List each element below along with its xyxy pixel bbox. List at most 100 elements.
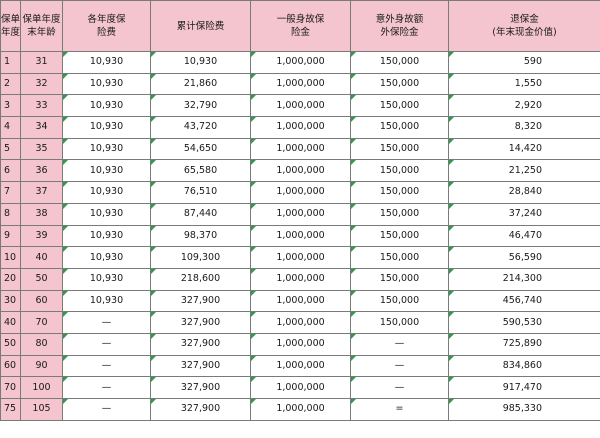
death-benefit-cell: 1,000,000 [250, 311, 351, 334]
cumulative-premium-cell: 43,720 [150, 116, 251, 139]
accidental-death-benefit-cell: 150,000 [350, 159, 449, 183]
annual-premium-cell: — [62, 311, 151, 334]
policy-year-cell: 6 [0, 159, 21, 183]
annual-premium-cell: 10,930 [62, 267, 151, 291]
table-row: 60 90—327,900 1,000,000—834,860 [0, 354, 600, 378]
accidental-death-benefit-cell: 150,000 [350, 137, 449, 161]
surrender-value-cell: 37,240 [448, 202, 600, 226]
accidental-death-benefit-cell: — [350, 376, 449, 399]
death-benefit-cell: 1,000,000 [250, 159, 351, 183]
accidental-death-benefit-cell: 150,000 [350, 72, 449, 96]
annual-premium-cell: 10,930 [62, 94, 151, 118]
death-benefit-cell: 1,000,000 [250, 289, 351, 313]
policy-year-cell: 70 [0, 376, 21, 399]
table-row: 40 70—327,900 1,000,000 150,000 590,530 [0, 311, 600, 334]
end-age-cell: 39 [20, 224, 63, 248]
accidental-death-benefit-cell: 150,000 [350, 116, 449, 139]
table-row: 75 105—327,900 1,000,000 = 985,330 [0, 398, 600, 421]
annual-premium-cell: 10,930 [62, 159, 151, 183]
table-row: 30 60 10,930 327,900 1,000,000 150,000 456,740 [0, 289, 600, 313]
cumulative-premium-cell: 32,790 [150, 94, 251, 118]
surrender-value-cell: 917,470 [448, 376, 600, 399]
cumulative-premium-cell: 327,900 [150, 332, 251, 356]
table-row: 70 100—327,900 1,000,000—917,470 [0, 376, 600, 399]
accidental-death-benefit-cell: 150,000 [350, 246, 449, 269]
table-row: 2 32 10,930 21,860 1,000,000 150,000 1,550 [0, 72, 600, 96]
table-row: 7 37 10,930 76,510 1,000,000 150,000 28,840 [0, 181, 600, 204]
policy-year-cell: 40 [0, 311, 21, 334]
policy-year-header: 保单 年度 [0, 0, 21, 52]
surrender-value-cell: 8,320 [448, 116, 600, 139]
surrender-value-cell: 985,330 [448, 398, 600, 421]
cumulative-premium-cell: 98,370 [150, 224, 251, 248]
table-row: 20 50 10,930 218,600 1,000,000 150,000 214,300 [0, 267, 600, 291]
accidental-death-benefit-cell: 150,000 [350, 224, 449, 248]
death-benefit-cell: 1,000,000 [250, 181, 351, 204]
end-age-header: 保单年度 末年龄 [20, 0, 63, 52]
cumulative-premium-cell: 109,300 [150, 246, 251, 269]
death-benefit-header: 一般身故保 险金 [250, 0, 351, 52]
end-age-cell: 38 [20, 202, 63, 226]
cumulative-premium-header: 累计保险费 [150, 0, 251, 52]
table-row: 10 40 10,930 109,300 1,000,000 150,000 56,590 [0, 246, 600, 269]
annual-premium-cell: 10,930 [62, 224, 151, 248]
cumulative-premium-cell: 54,650 [150, 137, 251, 161]
end-age-cell: 34 [20, 116, 63, 139]
policy-year-cell: 4 [0, 116, 21, 139]
death-benefit-cell: 1,000,000 [250, 354, 351, 378]
accidental-death-benefit-cell: 150,000 [350, 267, 449, 291]
accidental-death-benefit-cell: 150,000 [350, 94, 449, 118]
death-benefit-cell: 1,000,000 [250, 51, 351, 74]
accidental-death-benefit-cell: 150,000 [350, 181, 449, 204]
accidental-death-benefit-cell: 150,000 [350, 51, 449, 74]
surrender-value-cell: 28,840 [448, 181, 600, 204]
surrender-value-cell: 1,550 [448, 72, 600, 96]
annual-premium-cell: 10,930 [62, 181, 151, 204]
annual-premium-cell: 10,930 [62, 51, 151, 74]
death-benefit-cell: 1,000,000 [250, 202, 351, 226]
death-benefit-cell: 1,000,000 [250, 137, 351, 161]
end-age-cell: 105 [20, 398, 63, 421]
death-benefit-cell: 1,000,000 [250, 72, 351, 96]
annual-premium-cell: 10,930 [62, 137, 151, 161]
death-benefit-cell: 1,000,000 [250, 398, 351, 421]
policy-year-cell: 1 [0, 51, 21, 74]
surrender-value-cell: 214,300 [448, 267, 600, 291]
accidental-death-benefit-header: 意外身故额 外保险金 [350, 0, 449, 52]
accidental-death-benefit-cell: 150,000 [350, 311, 449, 334]
surrender-value-cell: 21,250 [448, 159, 600, 183]
accidental-death-benefit-cell: 150,000 [350, 202, 449, 226]
annual-premium-cell: 10,930 [62, 116, 151, 139]
end-age-cell: 31 [20, 51, 63, 74]
cumulative-premium-cell: 65,580 [150, 159, 251, 183]
cumulative-premium-cell: 327,900 [150, 354, 251, 378]
cumulative-premium-cell: 327,900 [150, 376, 251, 399]
surrender-value-cell: 456,740 [448, 289, 600, 313]
surrender-value-cell: 834,860 [448, 354, 600, 378]
end-age-cell: 35 [20, 137, 63, 161]
death-benefit-cell: 1,000,000 [250, 224, 351, 248]
end-age-cell: 36 [20, 159, 63, 183]
end-age-cell: 50 [20, 267, 63, 291]
accidental-death-benefit-cell: — [350, 332, 449, 356]
death-benefit-cell: 1,000,000 [250, 267, 351, 291]
end-age-cell: 33 [20, 94, 63, 118]
table-row: 6 36 10,930 65,580 1,000,000 150,000 21,250 [0, 159, 600, 183]
annual-premium-cell: 10,930 [62, 202, 151, 226]
policy-year-cell: 75 [0, 398, 21, 421]
annual-premium-cell: — [62, 398, 151, 421]
header-row: 保单 年度 保单年度 末年龄 各年度保 险费 累计保险费 一般身故保 险金 意外身故额 外保险金 退保… [0, 0, 600, 52]
annual-premium-cell: 10,930 [62, 72, 151, 96]
table-row: 1 31 10,930 10,930 1,000,000 150,000 590 [0, 51, 600, 74]
end-age-cell: 37 [20, 181, 63, 204]
policy-year-cell: 2 [0, 72, 21, 96]
end-age-cell: 90 [20, 354, 63, 378]
policy-year-cell: 20 [0, 267, 21, 291]
surrender-value-cell: 56,590 [448, 246, 600, 269]
table-body: 1 31 10,930 10,930 1,000,000 150,000 590 2 32 10,… [0, 51, 600, 421]
annual-premium-cell: 10,930 [62, 289, 151, 313]
cumulative-premium-cell: 10,930 [150, 51, 251, 74]
end-age-cell: 100 [20, 376, 63, 399]
cumulative-premium-cell: 327,900 [150, 398, 251, 421]
annual-premium-cell: — [62, 376, 151, 399]
